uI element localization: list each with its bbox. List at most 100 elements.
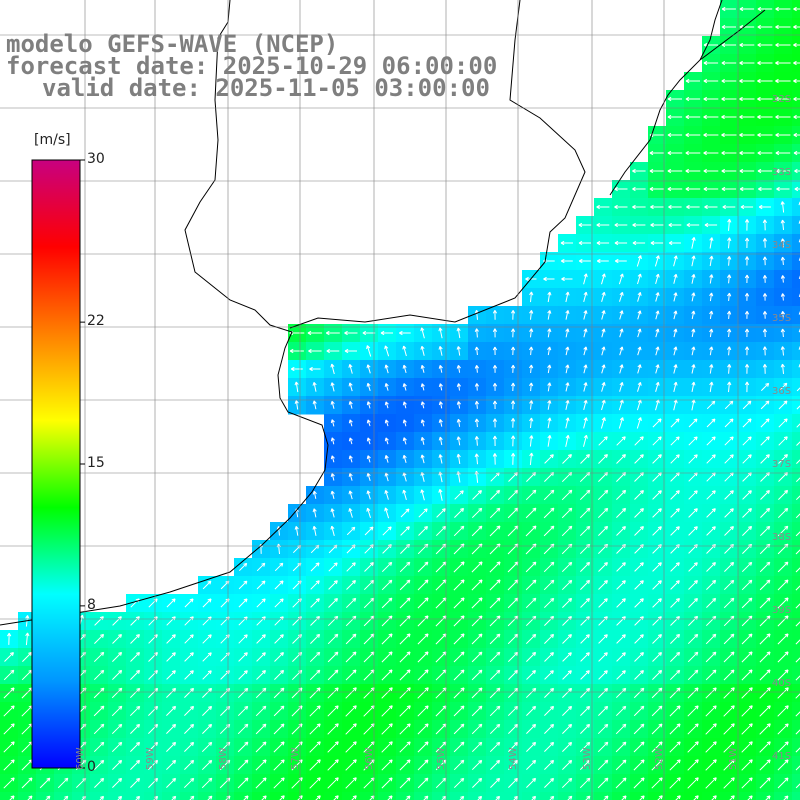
longitude-label: 52W — [654, 747, 665, 770]
wind-arrow — [510, 400, 516, 410]
wind-arrow — [615, 705, 627, 717]
wind-arrow — [453, 741, 465, 753]
wind-arrow — [580, 705, 591, 716]
colorbar-tick-label: 22 — [87, 313, 105, 330]
wind-arrow — [310, 562, 320, 572]
wind-arrow — [561, 507, 573, 519]
wind-arrow — [744, 292, 750, 301]
wind-arrow — [740, 204, 754, 210]
wind-arrow — [673, 292, 678, 302]
wind-arrow — [459, 795, 465, 800]
wind-arrow — [93, 687, 105, 699]
latitude-label: 40S — [772, 678, 792, 689]
wind-arrow — [601, 291, 606, 302]
wind-arrow — [757, 78, 773, 84]
wind-arrow — [567, 795, 573, 800]
wind-arrow — [562, 723, 573, 734]
wind-arrow — [330, 525, 335, 537]
wind-arrow — [387, 795, 393, 800]
wind-arrow — [27, 795, 33, 800]
wind-arrow — [741, 777, 753, 789]
wind-arrow — [579, 777, 591, 789]
wind-arrow — [456, 364, 461, 373]
wind-arrow — [693, 795, 699, 800]
longitude-label: 59W — [145, 747, 156, 770]
wind-arrow — [472, 490, 482, 500]
wind-cell — [522, 792, 541, 800]
wind-arrow — [327, 705, 339, 717]
wind-arrow — [703, 132, 719, 138]
wind-arrow — [691, 310, 696, 320]
wind-arrow — [366, 401, 371, 409]
wind-arrow — [652, 508, 662, 518]
wind-arrow — [238, 652, 248, 662]
wind-arrow — [793, 6, 800, 12]
wind-arrow — [471, 597, 483, 609]
wind-arrow — [237, 759, 249, 771]
wind-arrow — [438, 419, 443, 427]
wind-arrow — [650, 240, 664, 246]
wind-arrow — [562, 687, 573, 698]
wind-arrow — [327, 669, 339, 681]
wind-arrow — [328, 598, 338, 608]
wind-arrow — [775, 114, 791, 120]
wind-arrow — [399, 330, 411, 336]
wind-arrow — [762, 293, 768, 301]
wind-arrow — [399, 741, 411, 753]
wind-arrow — [363, 597, 375, 609]
wind-arrow — [795, 477, 800, 483]
wind-arrow — [399, 651, 411, 663]
wind-arrow — [560, 240, 573, 246]
wind-arrow — [456, 346, 461, 356]
wind-arrow — [544, 705, 555, 716]
wind-arrow — [778, 400, 788, 410]
wind-arrow — [706, 490, 716, 500]
wind-arrow — [381, 597, 393, 609]
wind-arrow — [544, 652, 554, 662]
wind-arrow — [166, 598, 176, 608]
wind-arrow — [652, 580, 662, 590]
wind-arrow — [757, 132, 773, 138]
wind-arrow — [706, 400, 716, 410]
wind-arrow — [309, 687, 321, 699]
wind-arrow — [456, 436, 461, 446]
wind-cell — [306, 792, 325, 800]
wind-arrow — [637, 292, 642, 302]
wind-arrow — [721, 78, 737, 84]
wind-arrow — [366, 490, 371, 500]
wind-arrow — [618, 417, 624, 429]
wind-arrow — [492, 382, 498, 391]
wind-arrow — [655, 310, 660, 320]
wind-arrow — [793, 60, 800, 66]
wind-arrow — [616, 598, 626, 608]
wind-arrow — [598, 454, 608, 464]
wind-arrow — [618, 273, 624, 285]
wind-arrow — [721, 60, 737, 66]
wind-arrow — [255, 705, 267, 717]
wind-arrow — [691, 381, 696, 392]
wind-arrow — [327, 633, 339, 645]
wind-arrow — [348, 508, 353, 518]
wind-arrow — [562, 705, 573, 716]
wind-arrow — [366, 419, 371, 427]
wind-arrow — [670, 598, 680, 608]
wind-arrow — [310, 580, 320, 590]
latitude-label: 39S — [772, 605, 792, 616]
wind-arrow — [237, 777, 249, 789]
wind-arrow — [399, 705, 411, 717]
wind-arrow — [744, 274, 750, 284]
wind-arrow — [598, 652, 608, 662]
wind-arrow — [507, 705, 519, 717]
wind-arrow — [709, 381, 714, 393]
wind-arrow — [688, 526, 698, 536]
wind-arrow — [759, 723, 771, 735]
wind-arrow — [691, 255, 696, 267]
wind-arrow — [309, 705, 321, 717]
wind-arrow — [723, 669, 735, 681]
wind-arrow — [632, 240, 646, 246]
wind-arrow — [492, 400, 498, 410]
wind-arrow — [580, 616, 590, 626]
wind-arrow — [510, 452, 516, 465]
wind-arrow — [721, 132, 737, 138]
wind-cell — [144, 792, 163, 800]
